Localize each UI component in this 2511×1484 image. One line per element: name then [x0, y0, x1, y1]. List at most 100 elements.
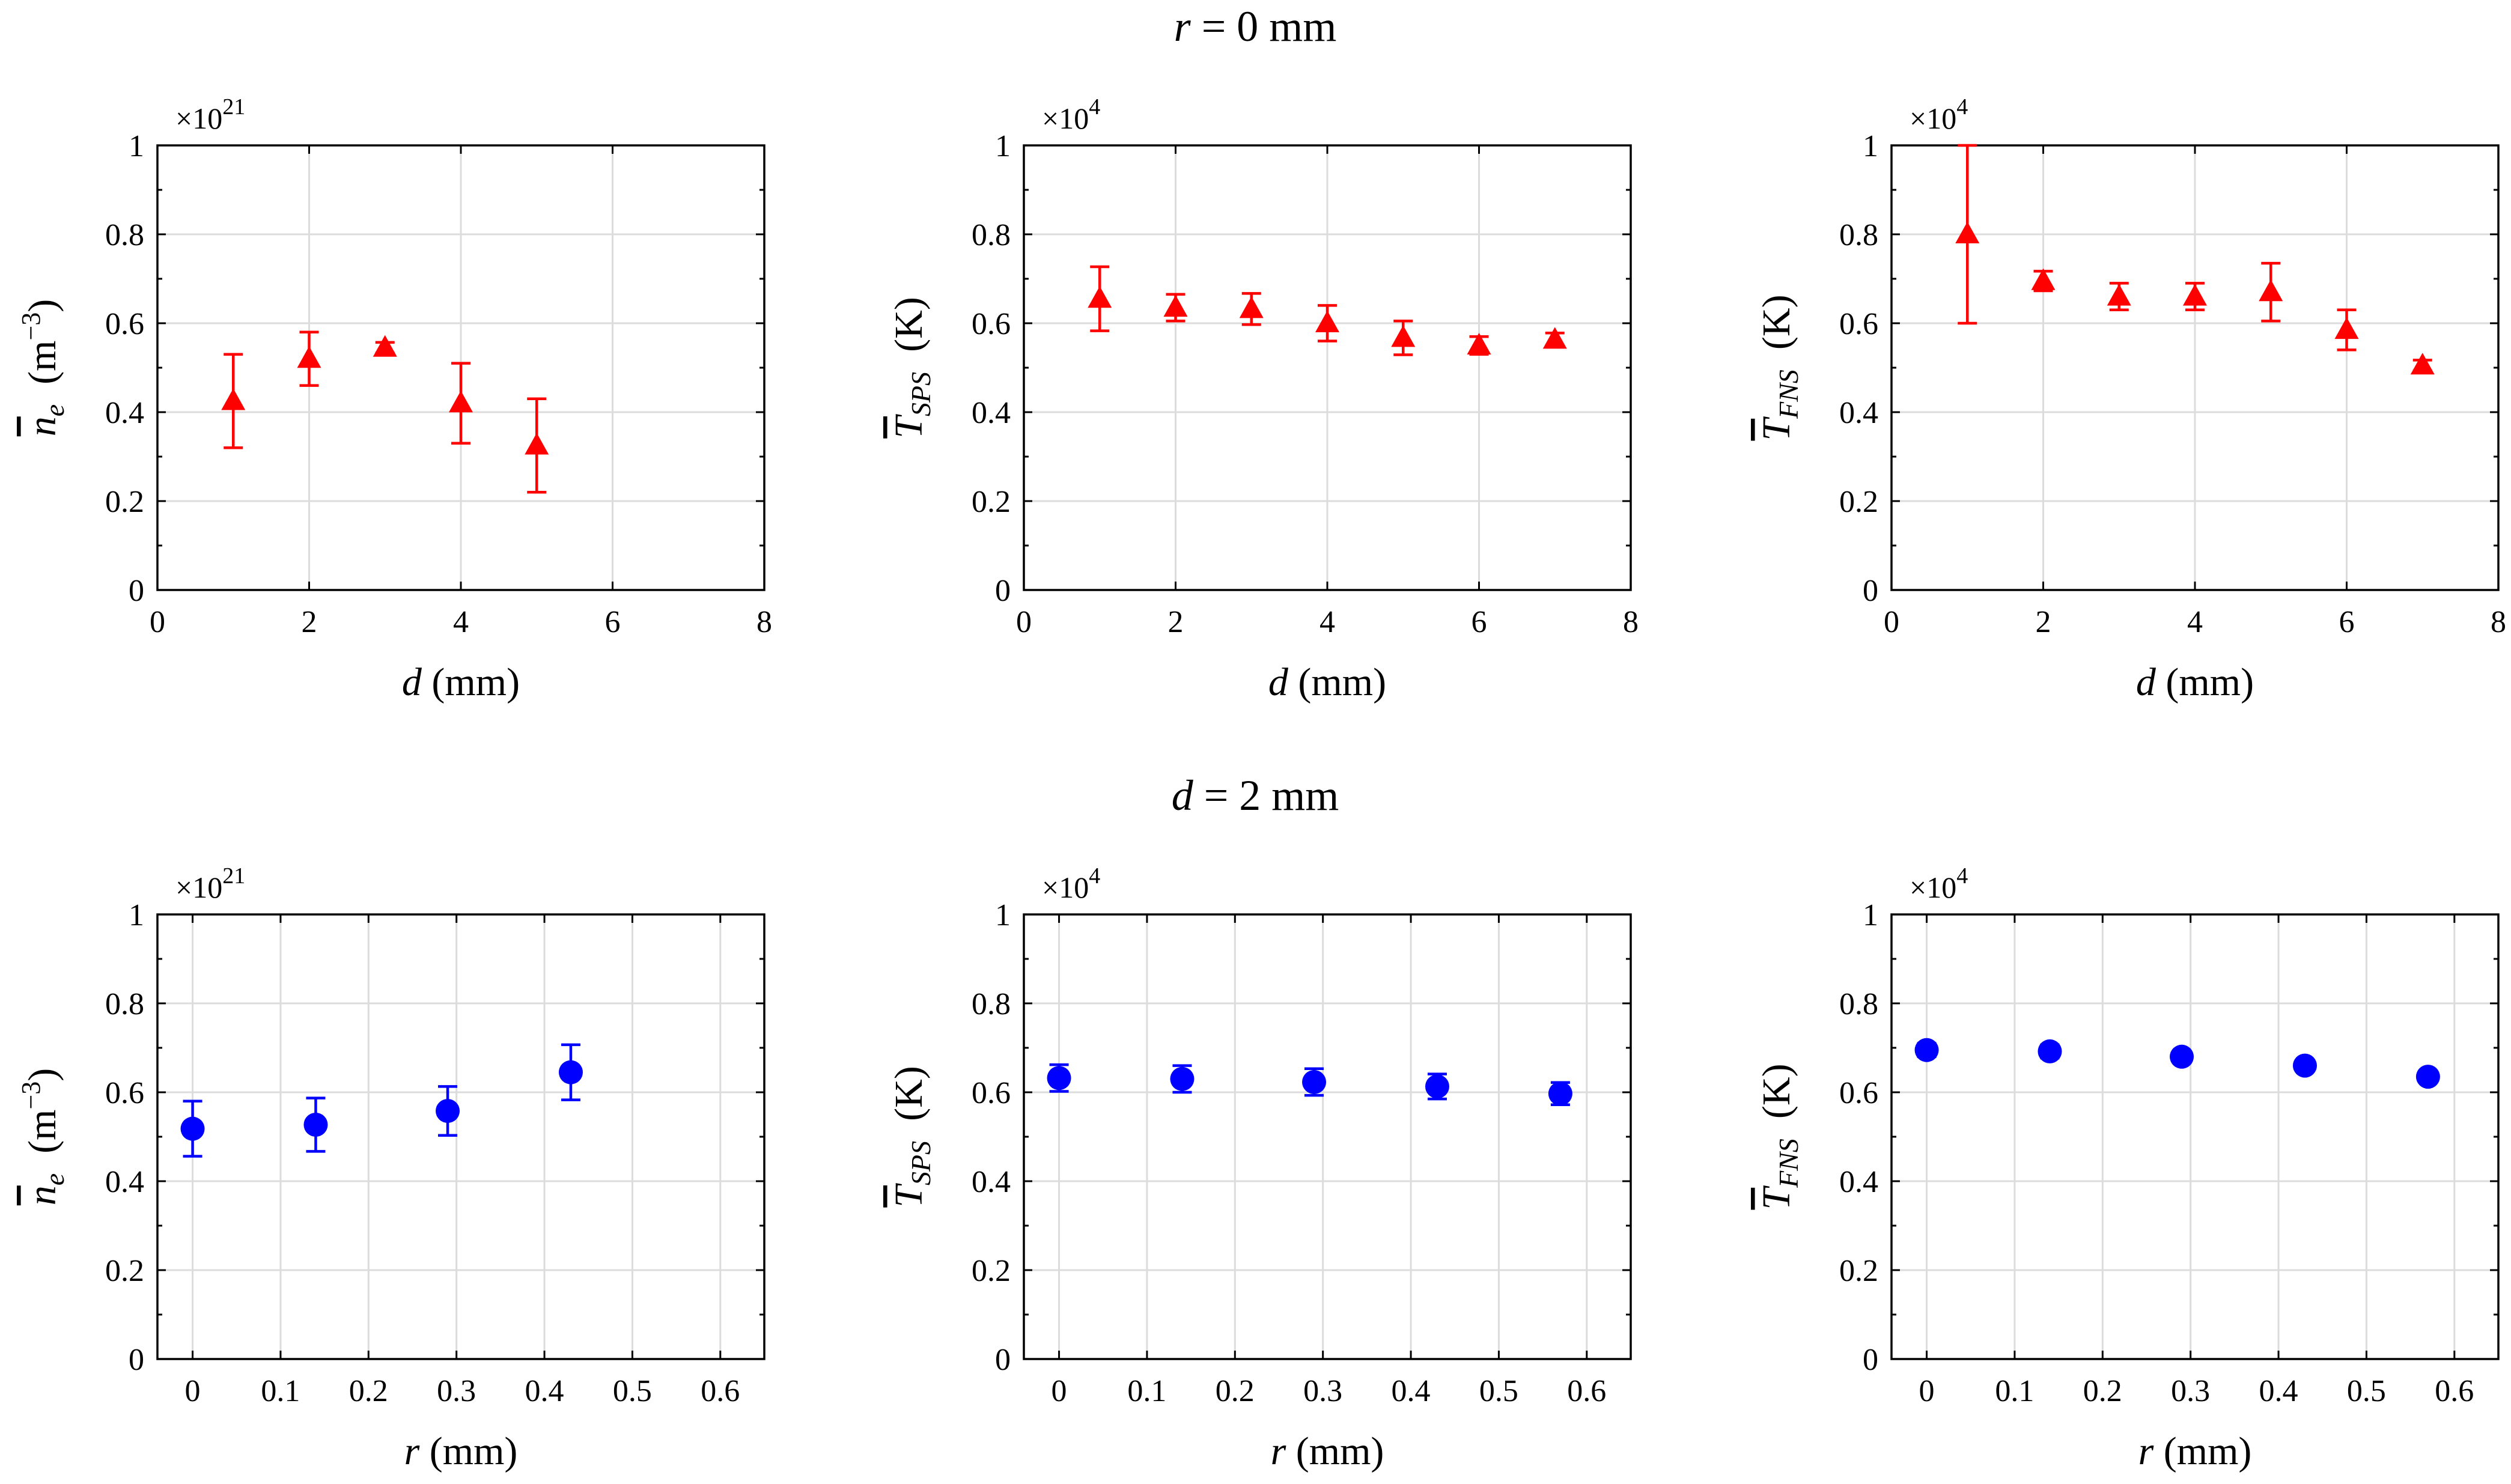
y-tick-label: 0.6 [105, 1076, 144, 1110]
y-tick-label: 0.2 [1839, 1254, 1878, 1288]
panel-ne-vs-r: 0 0.1 0.2 0.3 0.4 0.5 0.6 0 0.2 0.4 0.6 0.8 1 ×1021 r … [16, 863, 765, 1473]
data-point [2415, 1065, 2440, 1089]
row-title-2: d = 2 mm [1172, 771, 1339, 820]
data-point [1914, 1038, 1939, 1062]
y-tick-label: 0.4 [1839, 1165, 1878, 1199]
y-multiplier: ×104 [1910, 863, 1968, 904]
y-axis-label: ne (m−3) [16, 1068, 70, 1206]
y-multiplier: ×104 [1910, 94, 1968, 135]
x-tick-label: 8 [1623, 605, 1639, 639]
y-tick-label: 0.8 [105, 987, 144, 1021]
x-tick-label: 2 [1168, 605, 1184, 639]
y-axis-label: TFNS (K) [1755, 294, 1804, 440]
y-tick-label: 1 [129, 898, 144, 932]
y-tick-label: 0.4 [105, 1165, 144, 1199]
y-tick-label: 0 [129, 574, 144, 608]
x-tick-label: 4 [1319, 605, 1335, 639]
y-tick-label: 1 [1863, 129, 1878, 163]
data-point [2410, 353, 2435, 375]
y-tick-label: 0.8 [972, 987, 1011, 1021]
x-tick-label: 0.4 [1392, 1374, 1431, 1408]
y-tick-label: 0.6 [105, 307, 144, 341]
y-multiplier: ×1021 [175, 863, 245, 904]
y-tick-label: 1 [1863, 898, 1878, 932]
data-point [1302, 1069, 1327, 1094]
data-point [525, 433, 549, 455]
x-tick-label: 2 [2036, 605, 2051, 639]
y-tick-label: 0.6 [1839, 307, 1878, 341]
data-point [1391, 325, 1416, 347]
y-axis-label: ne (m−3) [16, 299, 70, 437]
y-tick-label: 1 [995, 898, 1011, 932]
y-axis-label: TSPS (K) [887, 297, 936, 438]
data-point [1542, 327, 1567, 349]
data-point [1088, 286, 1112, 308]
y-tick-label: 0.2 [972, 1254, 1011, 1288]
panel-ne-vs-d: 0 2 4 6 8 0 0.2 0.4 0.6 0.8 1 ×1021 d (mm) ne (m−3) [16, 94, 772, 704]
x-tick-label: 0.5 [1479, 1374, 1518, 1408]
data-point [2183, 284, 2207, 306]
y-multiplier: ×1021 [175, 94, 245, 135]
y-tick-label: 1 [995, 129, 1011, 163]
data-point [2292, 1053, 2317, 1078]
y-tick-label: 0.6 [1839, 1076, 1878, 1110]
y-tick-label: 0.8 [105, 218, 144, 252]
plot-frame [1890, 913, 2500, 1360]
data-point [436, 1099, 460, 1124]
panel-tsps-vs-r: 0 0.1 0.2 0.3 0.4 0.5 0.6 0 0.2 0.4 0.6 0.8 1 ×104 r (… [887, 863, 1632, 1473]
x-tick-label: 2 [302, 605, 317, 639]
data-point [373, 335, 397, 357]
x-axis-label: d (mm) [1268, 660, 1386, 704]
y-tick-label: 0.2 [105, 1254, 144, 1288]
x-tick-label: 0 [1016, 605, 1032, 639]
x-tick-label: 6 [2339, 605, 2355, 639]
x-axis-label: r (mm) [404, 1429, 518, 1473]
y-tick-label: 0.6 [972, 307, 1011, 341]
x-tick-label: 0.3 [1303, 1374, 1342, 1408]
x-tick-label: 0.3 [437, 1374, 476, 1408]
x-tick-label: 0 [1919, 1374, 1935, 1408]
x-tick-label: 0.2 [1216, 1374, 1255, 1408]
data-point [1955, 222, 1980, 243]
x-tick-label: 0.6 [2435, 1374, 2474, 1408]
data-point [2334, 317, 2359, 339]
y-multiplier: ×104 [1042, 94, 1100, 135]
x-axis-label: r (mm) [2138, 1429, 2252, 1473]
y-tick-label: 0 [995, 574, 1011, 608]
y-tick-label: 1 [129, 129, 144, 163]
y-tick-label: 0.4 [1839, 396, 1878, 430]
data-point [558, 1060, 583, 1084]
row-title-1: r = 0 mm [1174, 2, 1337, 50]
y-tick-label: 0.8 [972, 218, 1011, 252]
x-tick-label: 0.3 [2171, 1374, 2210, 1408]
y-tick-label: 0.2 [105, 485, 144, 519]
data-point [221, 388, 246, 410]
y-tick-label: 0.4 [972, 1165, 1011, 1199]
y-axis-label: TSPS (K) [887, 1066, 936, 1207]
x-tick-label: 0.1 [1127, 1374, 1166, 1408]
x-axis-label: d (mm) [402, 660, 520, 704]
x-axis-label: d (mm) [2136, 660, 2254, 704]
y-tick-label: 0 [1863, 574, 1878, 608]
x-tick-label: 8 [2491, 605, 2506, 639]
x-tick-label: 0.5 [2347, 1374, 2386, 1408]
data-point [1163, 295, 1188, 317]
x-tick-label: 0 [185, 1374, 201, 1408]
y-axis-label: TFNS (K) [1755, 1063, 1804, 1209]
y-tick-label: 0.4 [972, 396, 1011, 430]
data-point [1239, 296, 1264, 318]
x-tick-label: 4 [2187, 605, 2203, 639]
data-point [449, 391, 473, 413]
y-tick-label: 0.6 [972, 1076, 1011, 1110]
data-point [2259, 279, 2283, 302]
data-point [2038, 1039, 2062, 1063]
data-point [1170, 1066, 1195, 1091]
data-point [1425, 1074, 1449, 1099]
y-tick-label: 0 [129, 1343, 144, 1377]
y-multiplier: ×104 [1042, 863, 1100, 904]
x-tick-label: 0.4 [525, 1374, 564, 1408]
panel-tfns-vs-r: 0 0.1 0.2 0.3 0.4 0.5 0.6 0 0.2 0.4 0.6 0.8 1 ×104 r (… [1755, 863, 2500, 1473]
x-tick-label: 0.6 [1567, 1374, 1606, 1408]
x-tick-label: 0 [1884, 605, 1899, 639]
